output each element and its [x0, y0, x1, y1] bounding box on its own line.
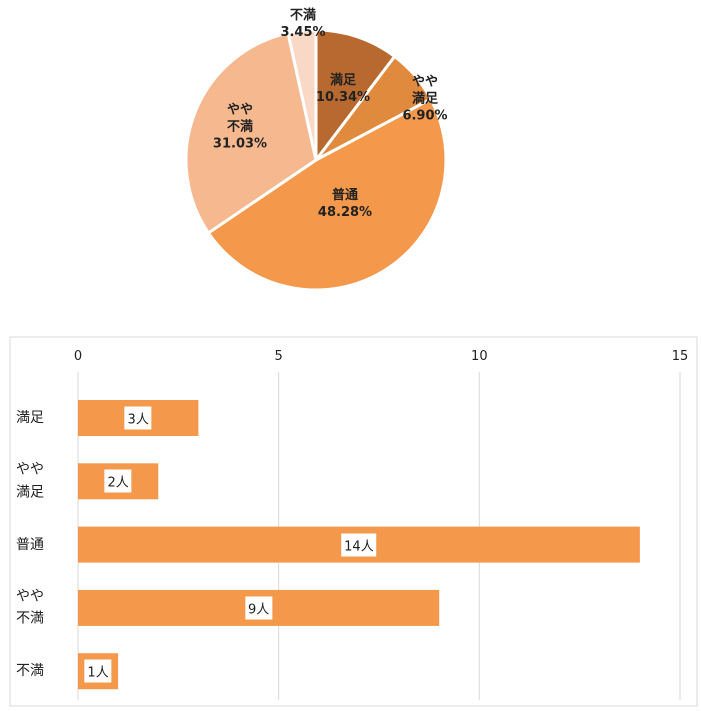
y-tick-label: 普通 — [16, 536, 44, 553]
y-tick-label: やや満足 — [16, 461, 44, 501]
x-tick-label: 0 — [73, 349, 83, 364]
pie-category: 普通 — [331, 188, 358, 204]
pie-slice — [184, 31, 318, 236]
pie-category: やや不満 — [226, 102, 253, 135]
pie-value-label: 10.34% — [315, 90, 371, 105]
pie-label: 普通 48.28% — [318, 188, 372, 222]
data-label: 3人 — [124, 406, 152, 430]
pie-slice — [206, 97, 448, 292]
pie-value-label: 31.03% — [212, 136, 268, 152]
pie-category: やや満足 — [411, 74, 439, 107]
y-tick-label: 満足 — [16, 409, 44, 426]
data-label: 2人 — [104, 469, 132, 493]
bar-chart-frame — [9, 336, 698, 707]
pie-label: やや不満 31.03% — [213, 103, 267, 154]
pie-slice — [286, 28, 318, 161]
y-tick-label: やや不満 — [16, 588, 44, 627]
pie-label: やや満足 6.90% — [402, 75, 447, 126]
pie-category: 満足 — [329, 73, 356, 89]
pie-label: 不満 3.45% — [280, 8, 325, 42]
y-tick-label: 不満 — [16, 663, 44, 680]
pie-slice — [314, 28, 397, 165]
data-label: 14人 — [341, 533, 377, 557]
data-label: 1人 — [84, 659, 112, 683]
x-tick-label: 5 — [274, 349, 283, 364]
pie-value-label: 48.28% — [317, 205, 373, 220]
x-tick-label: 10 — [471, 349, 488, 364]
x-tick-label: 15 — [671, 349, 689, 364]
pie-category: 不満 — [289, 8, 317, 24]
pie-label: 満足 10.34% — [316, 73, 370, 107]
pie-value-label: 6.90% — [402, 108, 448, 124]
pie-value-label: 3.45% — [280, 25, 326, 40]
data-label: 9人 — [244, 596, 273, 620]
